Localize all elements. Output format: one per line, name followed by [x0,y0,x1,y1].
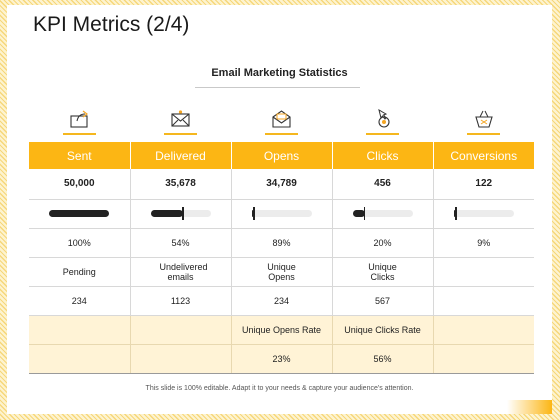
rate-value-cell: 56% [331,344,433,374]
progress-cell [432,199,534,229]
value-cell: 456 [331,169,433,200]
value-cell: 35,678 [129,169,231,200]
delivered-icon-underline [164,133,197,135]
progress-fill [453,210,457,217]
progress-marker [253,207,255,220]
percent-cell: 89% [230,228,332,258]
header-sent: Sent [29,142,130,169]
percent-cell: 54% [129,228,231,258]
count-row: 234 1123 234 567 [29,286,534,316]
progress-track [150,207,211,220]
footer-note: This slide is 100% editable. Adapt it to… [145,385,414,392]
icon-row [29,109,534,139]
label-text: Pending [62,266,96,277]
rate-value-cell [129,344,231,374]
percent-cell: 100% [29,228,130,258]
slide: KPI Metrics (2/4) Email Marketing Statis… [7,5,552,414]
header-delivered: Delivered [129,142,231,169]
rate-value-cell [29,344,130,374]
rate-label-cell [129,315,231,345]
rate-label-cell [29,315,130,345]
click-pointer-icon [378,109,390,128]
shopping-basket-icon [475,110,493,128]
corner-accent [507,400,552,414]
delivered-icon-cell [130,109,231,139]
table-subtitle: Email Marketing Statistics [211,67,348,79]
count-cell: 234 [230,286,332,316]
label-cell: Undelivered emails [129,257,231,287]
progress-row [29,199,534,229]
sent-icon-underline [63,133,96,135]
count-cell: 1123 [129,286,231,316]
percent-cell: 20% [331,228,433,258]
progress-track [49,210,110,217]
progress-fill [251,210,254,217]
value-cell: 122 [432,169,534,200]
label-cell: Pending [29,257,130,287]
progress-cell [29,199,130,229]
value-cell: 34,789 [230,169,332,200]
opens-icon-cell [231,109,332,139]
count-cell: 567 [331,286,433,316]
sent-icon-cell [29,109,130,139]
rate-label-cell: Unique Clicks Rate [331,315,433,345]
clicks-icon-cell [332,109,433,139]
conversions-icon-underline [467,133,500,135]
opens-icon-underline [265,133,298,135]
progress-cell [230,199,332,229]
value-cell: 50,000 [29,169,130,200]
value-row: 50,000 35,678 34,789 456 122 [29,169,534,200]
subtitle-divider [195,87,360,88]
progress-track [453,207,514,220]
label-text: Undelivered emails [159,261,208,282]
label-row: Pending Undelivered emails Unique Opens … [29,257,534,287]
header-row: Sent Delivered Opens Clicks Conversions [29,142,534,169]
percent-row: 100% 54% 89% 20% 9% [29,228,534,258]
kpi-table: Sent Delivered Opens Clicks Conversions … [29,142,534,374]
label-cell: Unique Opens [230,257,332,287]
count-cell: 234 [29,286,130,316]
progress-track [251,207,312,220]
label-cell: Unique Clicks [331,257,433,287]
rate-label-cell: Unique Opens Rate [230,315,332,345]
rate-value-cell: 23% [230,344,332,374]
percent-cell: 9% [432,228,534,258]
progress-fill [49,210,110,217]
progress-marker [363,207,366,220]
progress-cell [331,199,433,229]
send-icon [70,110,88,128]
label-text: Unique Opens [267,261,296,282]
progress-fill [352,210,365,217]
rate-label-cell [432,315,534,345]
label-text: Unique Clicks [368,261,397,282]
progress-track [352,207,413,220]
rate-value-cell [432,344,534,374]
open-envelope-icon [272,110,291,128]
progress-cell [129,199,231,229]
progress-marker [182,207,184,220]
count-cell [432,286,534,316]
envelope-icon [171,110,190,127]
rate-value-row: 23% 56% [29,344,534,374]
label-cell [432,257,534,287]
rate-label-row: Unique Opens Rate Unique Clicks Rate [29,315,534,345]
header-opens: Opens [230,142,332,169]
header-conversions: Conversions [432,142,534,169]
clicks-icon-underline [366,133,399,135]
header-clicks: Clicks [331,142,433,169]
progress-fill [150,210,183,217]
slide-title: KPI Metrics (2/4) [33,13,190,36]
conversions-icon-cell [433,109,534,139]
progress-marker [455,207,457,220]
